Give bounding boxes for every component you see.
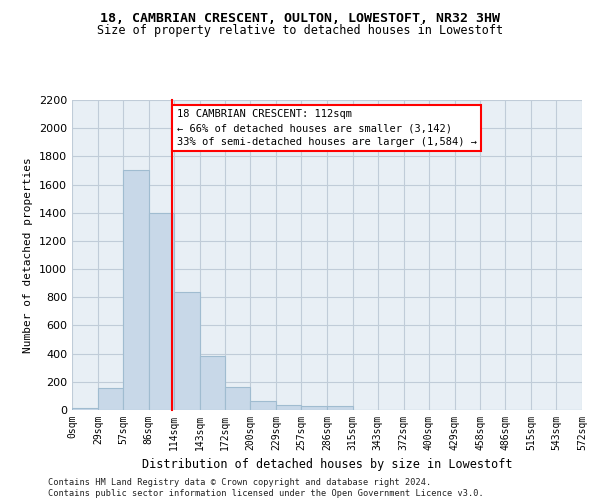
Bar	[226, 388, 250, 410]
Bar	[173, 292, 199, 410]
Text: 18 CAMBRIAN CRESCENT: 112sqm
← 66% of detached houses are smaller (3,142)
33% of: 18 CAMBRIAN CRESCENT: 112sqm ← 66% of de…	[176, 110, 476, 148]
Bar	[199, 356, 226, 410]
Bar	[250, 401, 276, 410]
Bar	[276, 405, 301, 410]
Text: 18, CAMBRIAN CRESCENT, OULTON, LOWESTOFT, NR32 3HW: 18, CAMBRIAN CRESCENT, OULTON, LOWESTOFT…	[100, 12, 500, 26]
Bar	[301, 406, 327, 410]
Bar	[72, 408, 98, 410]
Text: Size of property relative to detached houses in Lowestoft: Size of property relative to detached ho…	[97, 24, 503, 37]
Y-axis label: Number of detached properties: Number of detached properties	[23, 157, 34, 353]
Bar	[123, 170, 149, 410]
Bar	[98, 388, 123, 410]
Text: Contains HM Land Registry data © Crown copyright and database right 2024.
Contai: Contains HM Land Registry data © Crown c…	[48, 478, 484, 498]
X-axis label: Distribution of detached houses by size in Lowestoft: Distribution of detached houses by size …	[142, 458, 512, 471]
Bar	[327, 406, 353, 410]
Bar	[149, 212, 173, 410]
